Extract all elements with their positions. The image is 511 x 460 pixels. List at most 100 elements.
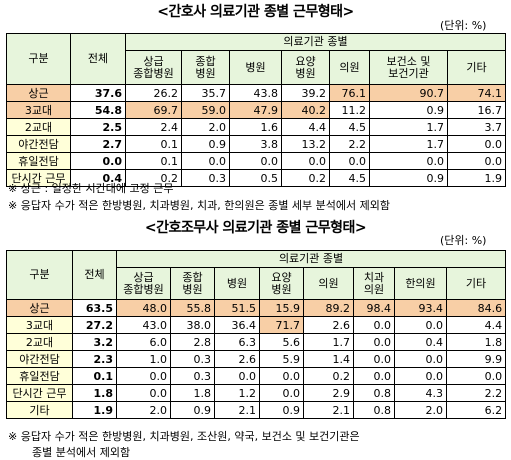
cell-value: 2.1 <box>303 401 354 419</box>
table2-col-header: 병원 <box>214 267 260 300</box>
cell-value: 2.1 <box>214 401 260 419</box>
cell-value: 4.4 <box>445 316 507 334</box>
cell-value: 0.8 <box>353 401 395 419</box>
cell-value: 1.7 <box>369 135 448 153</box>
col-header-line: 종합병원 <box>123 282 164 296</box>
table2-header-total: 전체 <box>72 250 117 300</box>
row-total: 1.8 <box>72 384 117 402</box>
cell-value: 0.0 <box>329 152 370 170</box>
cell-value: 6.2 <box>445 401 507 419</box>
row-total: 2.5 <box>70 118 126 136</box>
table-row: 3교대 54.8 69.7 59.0 47.9 40.2 11.2 0.9 16.7 <box>6 101 507 119</box>
cell-value: 0.0 <box>369 152 448 170</box>
table-row: 상근 37.6 26.2 35.7 43.8 39.2 76.1 90.7 74.1 <box>6 84 507 102</box>
table1-header-category: 구분 <box>6 33 71 85</box>
table-row: 야간전담 2.3 1.0 0.3 2.6 5.9 1.4 0.0 0.0 9.9 <box>6 350 507 368</box>
cell-value: 84.6 <box>445 299 507 317</box>
row-label: 3교대 <box>6 316 73 334</box>
table-row: 휴일전담 0.1 0.0 0.3 0.0 0.0 0.2 0.0 0.0 0.0 <box>6 367 507 385</box>
row-total: 3.2 <box>72 333 117 351</box>
table-row: 3교대 27.2 43.0 38.0 36.4 71.7 2.6 0.0 0.0 4.4 <box>6 316 507 334</box>
table1-col-header: 보건소 및 보건기관 <box>369 50 448 85</box>
cell-value: 0.0 <box>259 367 304 385</box>
cell-value: 89.2 <box>303 299 354 317</box>
cell-value: 0.3 <box>181 169 230 187</box>
cell-value: 13.2 <box>281 135 330 153</box>
row-label: 단시간 근무 <box>6 169 71 187</box>
cell-value: 0.0 <box>353 316 395 334</box>
cell-value: 4.4 <box>281 118 330 136</box>
col-header-line: 의원 <box>339 60 360 74</box>
row-label: 상근 <box>6 299 73 317</box>
table-row: 단시간 근무 0.4 0.2 0.3 0.5 0.2 4.5 0.9 1.9 <box>6 169 507 187</box>
cell-value: 4.3 <box>394 384 447 402</box>
cell-value: 39.2 <box>281 84 330 102</box>
cell-value: 1.0 <box>116 350 171 368</box>
cell-value: 2.8 <box>170 333 215 351</box>
cell-value: 38.0 <box>170 316 215 334</box>
row-total: 54.8 <box>70 101 126 119</box>
table1-col-header: 의원 <box>329 50 370 85</box>
row-label: 야간전담 <box>6 135 71 153</box>
col-header-line: 의원 <box>363 282 385 296</box>
table1-header-group: 의료기관 종별 <box>124 33 507 51</box>
cell-value: 1.8 <box>445 333 507 351</box>
row-total: 27.2 <box>72 316 117 334</box>
cell-value: 0.0 <box>394 367 447 385</box>
row-total: 0.1 <box>72 367 117 385</box>
col-header-line: 병원 <box>245 60 266 74</box>
table2-col-header: 치과 의원 <box>353 267 395 300</box>
table2-note-1: ※ 응답자 수가 적은 한방병원, 치과병원, 조산원, 약국, 보건소 및 보… <box>8 430 360 443</box>
cell-value: 1.6 <box>229 118 282 136</box>
table2-col-header: 한의원 <box>394 267 447 300</box>
cell-value: 0.0 <box>445 367 507 385</box>
table2-col-header: 종합 병원 <box>170 267 215 300</box>
cell-value: 0.9 <box>170 401 215 419</box>
table1-header-total: 전체 <box>70 33 126 85</box>
row-label: 휴일전담 <box>6 367 73 385</box>
cell-value: 9.9 <box>445 350 507 368</box>
cell-value: 0.2 <box>303 367 354 385</box>
table2-header-category: 구분 <box>6 250 73 300</box>
cell-value: 0.5 <box>229 169 282 187</box>
table1-unit: (단위: %) <box>440 19 487 32</box>
cell-value: 3.8 <box>229 135 282 153</box>
row-total: 2.3 <box>72 350 117 368</box>
cell-value: 1.2 <box>214 384 260 402</box>
cell-value: 43.8 <box>229 84 282 102</box>
row-total: 1.9 <box>72 401 117 419</box>
row-label: 2교대 <box>6 333 73 351</box>
table-row: 2교대 3.2 6.0 2.8 6.3 5.6 1.7 0.0 0.4 1.8 <box>6 333 507 351</box>
cell-value: 0.1 <box>125 135 182 153</box>
col-header-line: 종합병원 <box>133 66 174 80</box>
cell-value: 59.0 <box>181 101 230 119</box>
col-header-line: 치과 <box>363 270 385 284</box>
table2-unit: (단위: %) <box>440 234 487 247</box>
table2-col-header: 요양 병원 <box>259 267 304 300</box>
col-header-line: 요양 <box>295 54 316 68</box>
cell-value: 0.0 <box>281 152 330 170</box>
cell-value: 1.8 <box>170 384 215 402</box>
cell-value: 0.4 <box>394 333 447 351</box>
cell-value: 0.0 <box>259 384 304 402</box>
cell-value: 1.4 <box>303 350 354 368</box>
col-header-line: 상급 <box>143 54 164 68</box>
cell-value: 0.0 <box>446 135 507 153</box>
cell-value: 43.0 <box>116 316 171 334</box>
col-header-line: 요양 <box>271 270 292 284</box>
cell-value: 0.0 <box>116 384 171 402</box>
table1-note-2: ※ 응답자 수가 적은 한방병원, 치과병원, 치과, 한의원은 종별 세부 분… <box>8 199 391 212</box>
cell-value: 1.7 <box>303 333 354 351</box>
cell-value: 6.0 <box>116 333 171 351</box>
cell-value: 0.0 <box>229 152 282 170</box>
row-label: 야간전담 <box>6 350 73 368</box>
cell-value: 69.7 <box>125 101 182 119</box>
cell-value: 0.0 <box>181 152 230 170</box>
row-label: 단시간 근무 <box>6 384 73 402</box>
col-header-line: 병원 <box>295 66 316 80</box>
table-row: 상근 63.5 48.0 55.8 51.5 15.9 89.2 98.4 93.4 84.6 <box>6 299 507 317</box>
cell-value: 0.0 <box>116 367 171 385</box>
cell-value: 36.4 <box>214 316 260 334</box>
cell-value: 93.4 <box>394 299 447 317</box>
cell-value: 0.8 <box>353 384 395 402</box>
